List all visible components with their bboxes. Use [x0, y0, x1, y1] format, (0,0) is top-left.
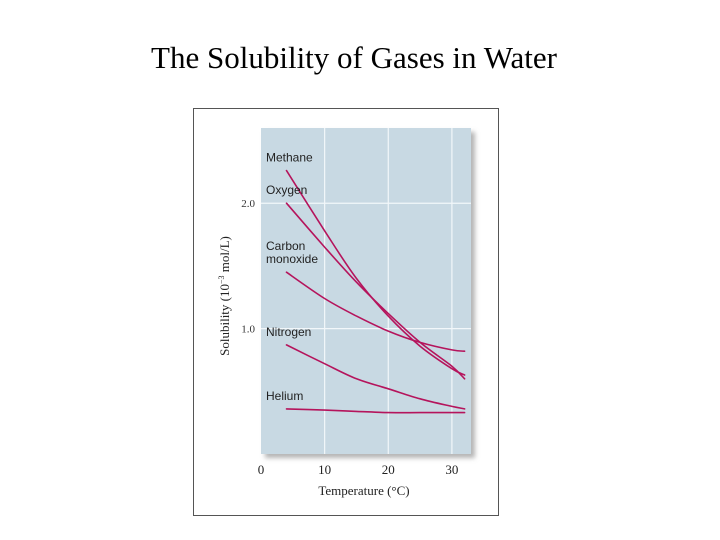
x-tick-label: 20 [382, 462, 395, 477]
y-tick-label: 2.0 [241, 198, 255, 210]
series-line-helium [285, 408, 466, 414]
y-axis-label-main: Solubility (10 [217, 284, 232, 356]
slide-title: The Solubility of Gases in Water [151, 40, 557, 75]
y-axis-label: Solubility (10−3 mol/L) [217, 236, 232, 356]
series-line-nitrogen [285, 344, 466, 410]
x-axis-label: Temperature (°C) [318, 483, 409, 498]
grid [261, 128, 471, 454]
series-label-carbon-monoxide: Carbon [266, 239, 305, 253]
x-tick-label: 30 [445, 462, 458, 477]
series-label-carbon-monoxide: monoxide [266, 252, 318, 266]
series-label-helium: Helium [266, 389, 303, 403]
series-label-oxygen: Oxygen [266, 183, 307, 197]
series-line-oxygen [285, 202, 466, 380]
x-tick-label: 10 [318, 462, 331, 477]
axis-ticks: 0 10 20 30 1.0 2.0 [241, 198, 458, 477]
x-tick-label: 0 [258, 462, 265, 477]
series-lines [285, 169, 466, 414]
series-line-methane [285, 169, 466, 376]
series-label-methane: Methane [266, 151, 313, 165]
y-axis-label-exponent: −3 [217, 275, 226, 284]
y-axis-label-unit: mol/L) [217, 236, 232, 275]
y-tick-label: 1.0 [241, 324, 255, 336]
series-line-carbon-monoxide [285, 271, 466, 352]
series-label-nitrogen: Nitrogen [266, 325, 311, 339]
